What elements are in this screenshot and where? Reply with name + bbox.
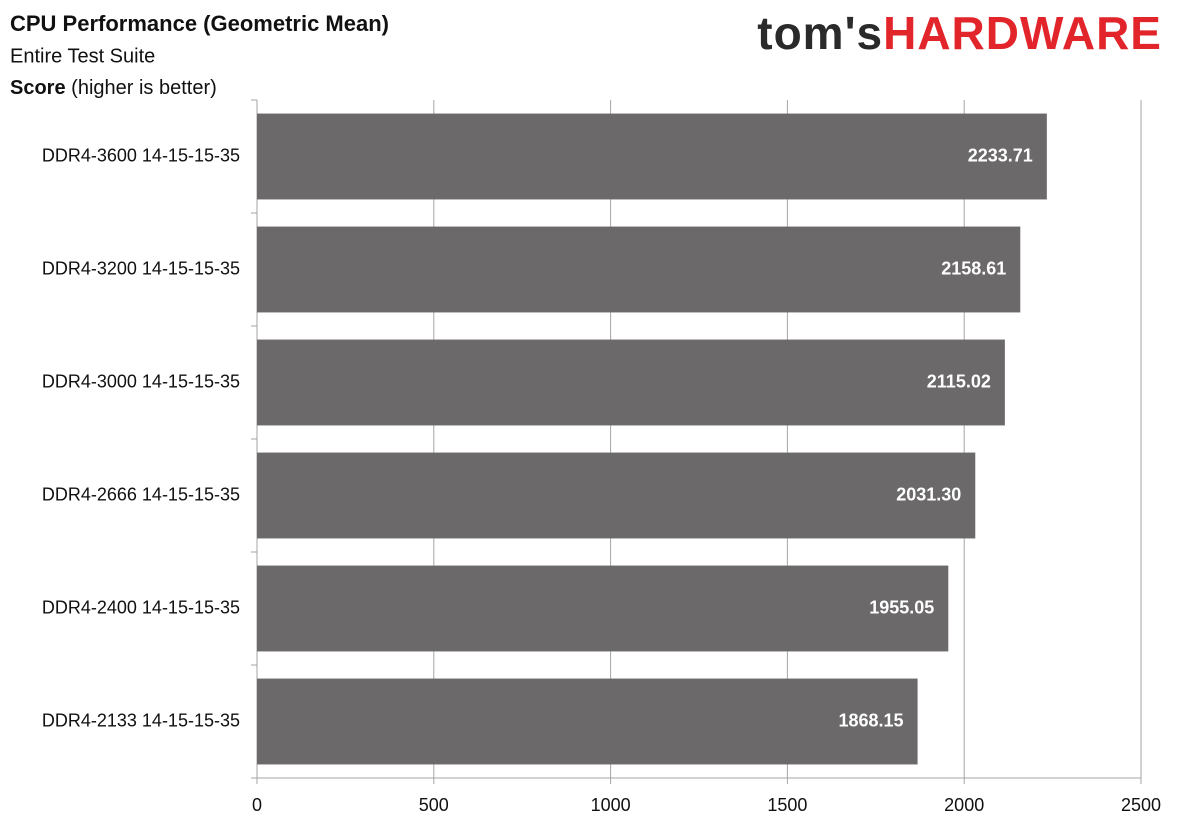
x-tick-label: 1500 (767, 795, 807, 815)
value-label: 2158.61 (941, 258, 1006, 278)
x-tick-label: 500 (419, 795, 449, 815)
brand-lead: tom's (757, 7, 883, 59)
value-label: 2233.71 (968, 145, 1033, 165)
y-tick-label: DDR4-3000 14-15-15-35 (42, 371, 240, 391)
value-label: 2031.30 (896, 484, 961, 504)
y-tick-label: DDR4-2666 14-15-15-35 (42, 484, 240, 504)
bar (257, 565, 949, 652)
bar (257, 452, 976, 539)
bar (257, 226, 1021, 313)
x-tick-label: 2000 (944, 795, 984, 815)
y-tick-label: DDR4-2133 14-15-15-35 (42, 710, 240, 730)
bar (257, 339, 1005, 426)
brand-mark: HARDWARE (883, 7, 1162, 59)
y-tick-label: DDR4-2400 14-15-15-35 (42, 597, 240, 617)
axis-title-rest: (higher is better) (71, 77, 217, 99)
value-label: 2115.02 (927, 371, 991, 391)
brand-logo: tom'sHARDWARE (757, 7, 1162, 59)
value-label: 1955.05 (869, 597, 934, 617)
chart-title: CPU Performance (Geometric Mean) (10, 11, 389, 36)
axis-title: Score (higher is better) (10, 77, 217, 99)
x-tick-label: 0 (252, 795, 262, 815)
bar (257, 678, 918, 765)
x-tick-label: 2500 (1121, 795, 1161, 815)
x-tick-label: 1000 (591, 795, 631, 815)
axis-title-bold: Score (10, 77, 66, 99)
y-tick-label: DDR4-3200 14-15-15-35 (42, 258, 240, 278)
value-label: 1868.15 (838, 710, 903, 730)
y-tick-label: DDR4-3600 14-15-15-35 (42, 145, 240, 165)
chart-subtitle: Entire Test Suite (10, 45, 155, 67)
bar (257, 113, 1047, 200)
